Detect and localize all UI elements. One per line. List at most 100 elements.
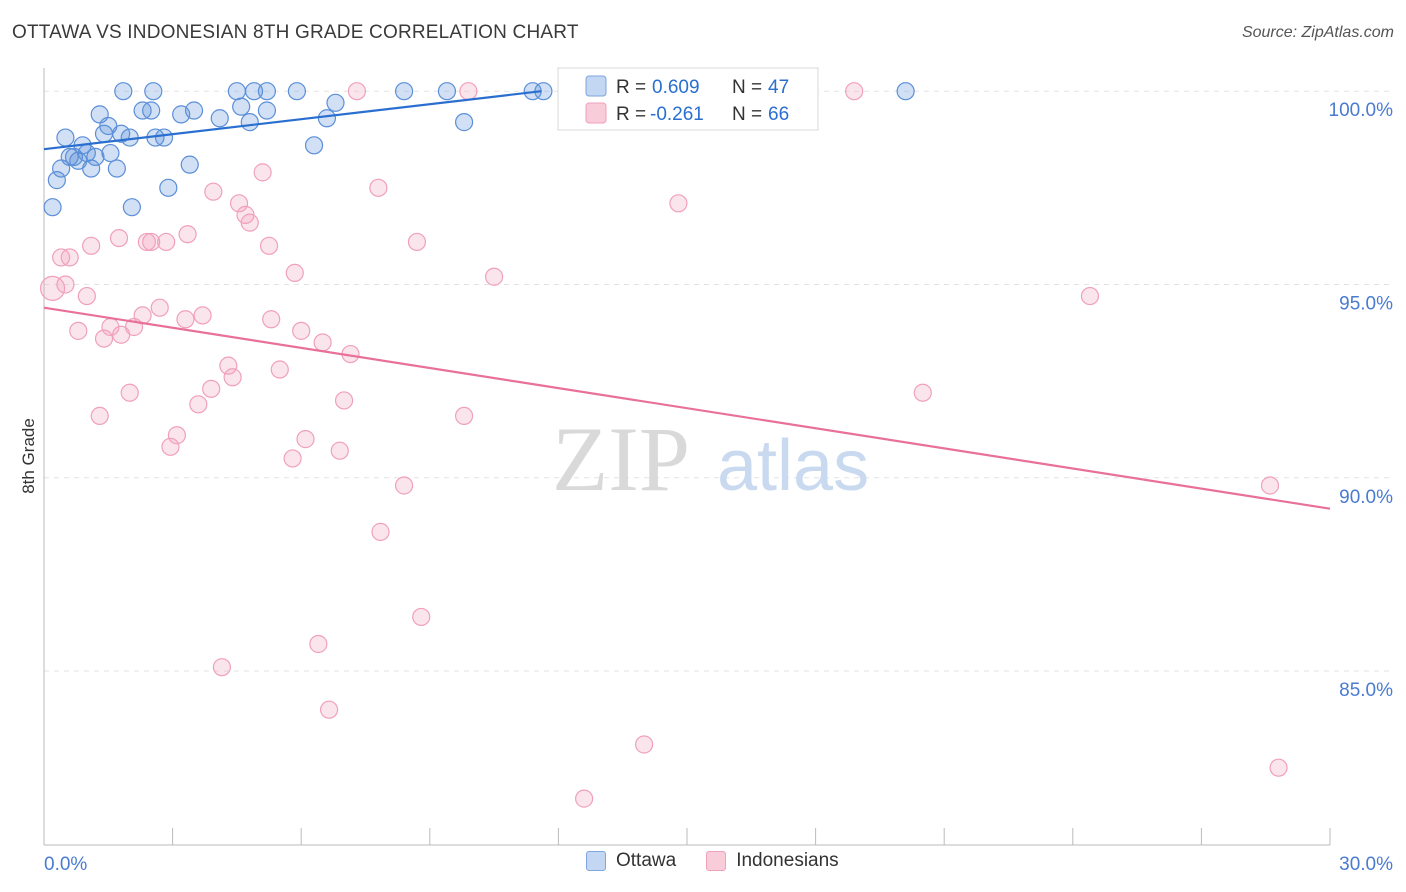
indonesians-point [1269, 758, 1288, 777]
ottawa-point [154, 128, 174, 147]
watermark-zip: ZIP [552, 408, 690, 510]
indonesians-swatch [706, 851, 727, 871]
indonesians-point [330, 441, 349, 460]
indonesians-point [142, 232, 161, 252]
y-axis-label: 8th Grade [19, 418, 38, 494]
ottawa-point [43, 198, 62, 217]
legend-n-label-ottawa: N = [732, 77, 762, 98]
ottawa-point [114, 82, 133, 101]
ottawa-point [317, 109, 337, 128]
indonesians-point [285, 263, 304, 282]
ottawa-point [287, 82, 307, 101]
indonesians-point [635, 735, 654, 754]
y-tick-label: 90.0% [1339, 487, 1393, 508]
indonesians-point [189, 395, 208, 414]
indonesians-point [369, 178, 388, 197]
x-tick-label-min: 0.0% [44, 854, 87, 875]
ottawa-point [144, 82, 163, 101]
indonesians-point [193, 306, 212, 325]
indonesians-point [270, 360, 289, 379]
chart-title: OTTAWA VS INDONESIAN 8TH GRADE CORRELATI… [12, 22, 579, 43]
legend-r-value-indonesians: -0.261 [650, 104, 704, 125]
ottawa-point [142, 101, 161, 120]
legend-swatch-indonesians [585, 102, 607, 124]
ottawa-point [244, 82, 264, 101]
ottawa-swatch [586, 851, 606, 871]
ottawa-point [101, 143, 120, 163]
indonesians-point [296, 430, 315, 449]
indonesians-point [913, 383, 932, 402]
ottawa-point [232, 97, 251, 116]
indonesians-point [150, 298, 169, 317]
ottawa-point [60, 147, 79, 167]
indonesians-point [319, 700, 339, 719]
indonesians-point [94, 329, 114, 348]
indonesians-point [204, 182, 223, 201]
indonesians-point [77, 286, 96, 306]
y-tick-label: 85.0% [1339, 680, 1393, 701]
indonesians-point [229, 194, 249, 213]
legend-r-label-indonesians: R = [616, 104, 646, 125]
indonesians-point [223, 368, 242, 387]
ottawa-point [210, 109, 229, 128]
ottawa-point [454, 113, 474, 132]
legend-r-label-ottawa: R = [616, 77, 646, 98]
indonesians-point [485, 267, 504, 286]
x-ticks [43, 828, 1331, 845]
indonesians-point [262, 310, 281, 329]
ottawa-point [112, 124, 131, 143]
watermark-atlas: atlas [717, 426, 869, 506]
ottawa-points [43, 82, 915, 217]
indonesians-point [283, 449, 302, 468]
indonesians-point [575, 789, 594, 808]
indonesians-point [39, 275, 66, 301]
legend-swatch-ottawa [585, 75, 607, 97]
ottawa-point [107, 159, 126, 178]
indonesians-point [56, 275, 75, 294]
indonesians-trend-line [43, 306, 1331, 510]
ottawa-point [184, 101, 204, 120]
indonesians-point [219, 356, 238, 375]
legend-item-ottawa[interactable]: Ottawa [586, 850, 676, 872]
indonesians-point [212, 658, 231, 677]
chart-source: Source: ZipAtlas.com [1241, 24, 1394, 41]
ottawa-point [394, 82, 414, 101]
indonesians-point [178, 225, 197, 244]
indonesians-point [82, 236, 101, 255]
legend-n-value-ottawa: 47 [768, 77, 789, 98]
indonesians-point [1080, 286, 1100, 306]
indonesians-point [157, 232, 176, 252]
indonesians-point [459, 82, 478, 101]
watermark: ZIP atlas [552, 408, 869, 510]
indonesians-point [334, 391, 354, 410]
indonesians-point [1260, 476, 1280, 495]
legend-label-ottawa: Ottawa [616, 850, 677, 871]
indonesians-point [845, 82, 864, 101]
ottawa-point [304, 136, 324, 155]
indonesians-point [69, 321, 88, 340]
ottawa-point [47, 171, 66, 190]
indonesians-point [240, 213, 259, 232]
correlation-legend: R = 0.609 N = 47 R = -0.261 N = 66 [557, 67, 819, 131]
ottawa-point [437, 82, 457, 101]
indonesians-point [120, 383, 139, 402]
indonesians-point [454, 406, 474, 426]
legend-n-value-indonesians: 66 [768, 104, 789, 125]
indonesians-point [394, 476, 414, 495]
legend-n-label-indonesians: N = [732, 104, 762, 125]
indonesians-point [313, 333, 332, 352]
y-tick-labels: 100.0% 95.0% 90.0% 85.0% [1329, 100, 1394, 701]
trend-lines [43, 90, 1331, 510]
indonesians-point [137, 232, 156, 252]
ottawa-point [56, 128, 75, 147]
y-tick-label: 95.0% [1339, 293, 1393, 314]
ottawa-trend-line [43, 90, 542, 151]
legend-item-indonesians[interactable]: Indonesians [706, 850, 839, 872]
ottawa-point [159, 178, 178, 197]
indonesians-point [176, 310, 195, 329]
indonesians-point [109, 228, 129, 248]
legend-r-value-ottawa: 0.609 [652, 77, 700, 98]
ottawa-point [86, 147, 105, 167]
indonesians-point [292, 321, 311, 340]
